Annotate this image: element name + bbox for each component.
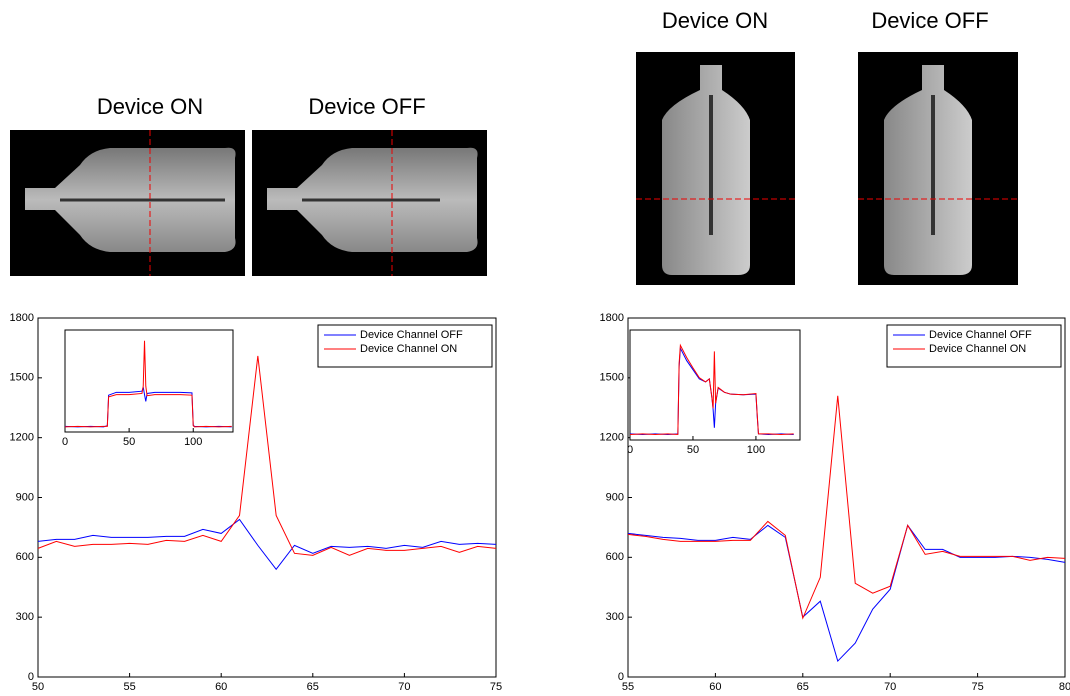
x-tick-label: 75 xyxy=(971,681,983,693)
x-tick-label: 100 xyxy=(184,436,202,448)
image-panel: Device ON Device OFF Device ON Device OF… xyxy=(10,8,1018,285)
x-tick-label: 55 xyxy=(622,681,634,693)
y-tick-label: 300 xyxy=(16,611,34,623)
x-tick-label: 75 xyxy=(490,681,502,693)
y-tick-label: 1800 xyxy=(10,312,34,324)
x-tick-label: 70 xyxy=(398,681,410,693)
x-tick-label: 60 xyxy=(215,681,227,693)
y-tick-label: 600 xyxy=(16,551,34,563)
image-label: Device OFF xyxy=(308,94,425,119)
legend-label: Device Channel ON xyxy=(929,343,1026,355)
x-tick-label: 70 xyxy=(884,681,896,693)
legend-label: Device Channel OFF xyxy=(929,329,1032,341)
x-tick-label: 0 xyxy=(62,436,68,448)
y-tick-label: 1500 xyxy=(600,372,624,384)
x-tick-label: 65 xyxy=(797,681,809,693)
x-tick-label: 55 xyxy=(123,681,135,693)
y-tick-label: 900 xyxy=(606,491,624,503)
image-label: Device OFF xyxy=(871,8,988,33)
x-tick-label: 60 xyxy=(709,681,721,693)
y-tick-label: 300 xyxy=(606,611,624,623)
x-tick-label: 0 xyxy=(627,444,633,456)
x-tick-label: 65 xyxy=(307,681,319,693)
y-tick-label: 600 xyxy=(606,551,624,563)
y-tick-label: 1800 xyxy=(600,312,624,324)
legend-label: Device Channel ON xyxy=(360,343,457,355)
x-tick-label: 50 xyxy=(687,444,699,456)
x-tick-label: 80 xyxy=(1059,681,1070,693)
y-tick-label: 1500 xyxy=(10,372,34,384)
y-tick-label: 1200 xyxy=(10,432,34,444)
y-tick-label: 900 xyxy=(16,491,34,503)
x-tick-label: 50 xyxy=(32,681,44,693)
image-label: Device ON xyxy=(97,94,203,119)
figure: Device ON Device OFF Device ON Device OF… xyxy=(0,0,1070,696)
plot-area xyxy=(65,330,233,432)
image-label: Device ON xyxy=(662,8,768,33)
y-tick-label: 1200 xyxy=(600,432,624,444)
x-tick-label: 100 xyxy=(747,444,765,456)
x-tick-label: 50 xyxy=(123,436,135,448)
legend-label: Device Channel OFF xyxy=(360,329,463,341)
